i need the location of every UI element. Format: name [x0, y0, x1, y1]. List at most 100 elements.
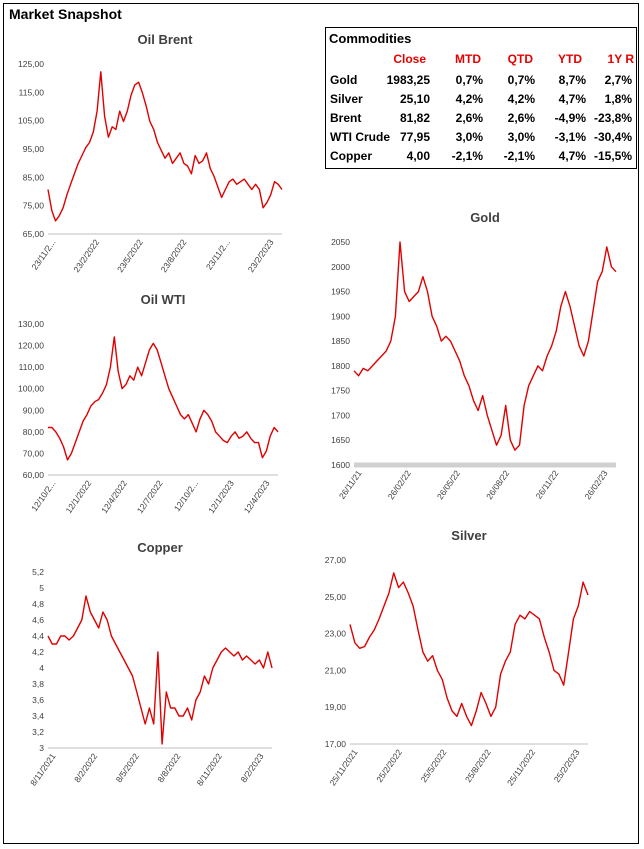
y-tick-label: 95,00 [23, 144, 45, 154]
row-name: Copper [330, 149, 372, 163]
cell: 4,7% [558, 149, 586, 163]
cell: 4,2% [455, 92, 483, 106]
x-tick-label: 25/2/2022 [374, 747, 404, 784]
y-tick-label: 1750 [331, 386, 350, 396]
cell: 0,7% [455, 73, 483, 87]
y-tick-label: 110,00 [19, 362, 45, 372]
y-tick-label: 5,2 [32, 567, 44, 577]
y-tick-label: 21,00 [325, 665, 347, 675]
y-tick-label: 4 [39, 663, 44, 673]
series-line [47, 595, 273, 745]
y-tick-label: 27,00 [325, 555, 347, 565]
y-tick-label: 1700 [331, 410, 350, 420]
y-tick-label: 70,00 [23, 448, 45, 458]
row-name: Brent [330, 111, 362, 125]
table-row: WTI Crude 77,95 3,0% 3,0% -3,1% -30,4% [326, 130, 636, 149]
frame [3, 3, 639, 844]
cell: 3,0% [455, 130, 483, 144]
y-tick-label: 1950 [331, 287, 350, 297]
cell: -4,9% [554, 111, 586, 125]
row-name: WTI Crude [330, 130, 390, 144]
series-line [349, 572, 589, 727]
y-tick-label: 5 [39, 583, 44, 593]
x-tick-label: 25/5/2022 [419, 747, 449, 784]
chart-title: Oil WTI [141, 292, 186, 307]
y-tick-label: 1650 [331, 435, 350, 445]
y-tick-label: 3,8 [32, 679, 44, 689]
cell: -2,1% [503, 149, 535, 163]
y-tick-label: 90,00 [23, 405, 45, 415]
table-header-row: Close MTD QTD YTD 1Y R [326, 52, 636, 71]
cell: 1,8% [604, 92, 632, 106]
y-tick-label: 4,4 [32, 631, 44, 641]
y-tick-label: 3 [39, 743, 44, 753]
y-tick-label: 1850 [331, 336, 350, 346]
cell: -3,1% [554, 130, 586, 144]
table-row: Copper 4,00 -2,1% -2,1% 4,7% -15,5% [326, 149, 636, 168]
y-tick-label: 23,00 [325, 629, 347, 639]
cell: -30,4% [593, 130, 632, 144]
y-tick-label: 4,6 [32, 615, 44, 625]
row-name: Gold [330, 73, 358, 87]
y-tick-label: 130,00 [18, 319, 44, 329]
row-name: Silver [330, 92, 363, 106]
cell: 2,7% [604, 73, 632, 87]
cell: 1983,25 [386, 73, 430, 87]
y-tick-label: 120,00 [18, 341, 44, 351]
chart-title: Gold [470, 210, 500, 225]
y-tick-label: 1600 [331, 460, 350, 470]
x-tick-label: 25/11/2021 [327, 747, 359, 787]
y-tick-label: 85,00 [23, 172, 45, 182]
page-title: Market Snapshot [9, 6, 122, 22]
chart-title: Oil Brent [138, 32, 194, 47]
series-line [47, 71, 283, 222]
y-tick-label: 3,6 [32, 695, 44, 705]
header-close: Close [393, 52, 426, 66]
header-qtd: QTD [507, 52, 533, 66]
chart-title: Copper [137, 540, 183, 555]
y-tick-label: 80,00 [23, 427, 45, 437]
series-line [48, 336, 279, 461]
chart-title: Silver [451, 528, 486, 543]
y-tick-label: 1900 [331, 311, 350, 321]
header-1yr: 1Y R [607, 52, 634, 66]
x-tick-label: 25/2/2023 [552, 747, 582, 784]
y-tick-label: 4,2 [32, 647, 44, 657]
y-tick-label: 60,00 [23, 470, 45, 480]
cell: 8,7% [558, 73, 586, 87]
cell: 4,2% [507, 92, 535, 106]
cell: 2,6% [507, 111, 535, 125]
cell: 4,7% [558, 92, 586, 106]
table-title: Commodities [329, 31, 412, 46]
y-tick-label: 65,00 [23, 229, 45, 239]
table-row: Brent 81,82 2,6% 2,6% -4,9% -23,8% [326, 111, 636, 130]
y-tick-label: 2050 [331, 237, 350, 247]
y-tick-label: 105,00 [18, 116, 44, 126]
x-tick-label: 25/11/2022 [505, 747, 537, 787]
y-tick-label: 1800 [331, 361, 350, 371]
y-tick-label: 17,00 [325, 739, 347, 749]
cell: -15,5% [593, 149, 632, 163]
cell: 0,7% [507, 73, 535, 87]
cell: 81,82 [399, 111, 430, 125]
y-tick-label: 115,00 [19, 87, 45, 97]
y-tick-label: 100,00 [18, 384, 44, 394]
header-mtd: MTD [455, 52, 481, 66]
series-line [353, 241, 617, 451]
y-tick-label: 3,2 [32, 727, 44, 737]
x-tick-label: 25/8/2022 [463, 747, 493, 784]
y-tick-label: 75,00 [23, 201, 45, 211]
y-tick-label: 4,8 [32, 599, 44, 609]
y-tick-label: 125,00 [18, 59, 44, 69]
y-tick-label: 19,00 [325, 702, 347, 712]
header-ytd: YTD [558, 52, 582, 66]
cell: 77,95 [399, 130, 430, 144]
y-tick-label: 2000 [331, 262, 350, 272]
cell: 25,10 [399, 92, 430, 106]
y-tick-label: 3,4 [32, 711, 44, 721]
y-tick-label: 25,00 [325, 592, 347, 602]
cell: 4,00 [406, 149, 430, 163]
